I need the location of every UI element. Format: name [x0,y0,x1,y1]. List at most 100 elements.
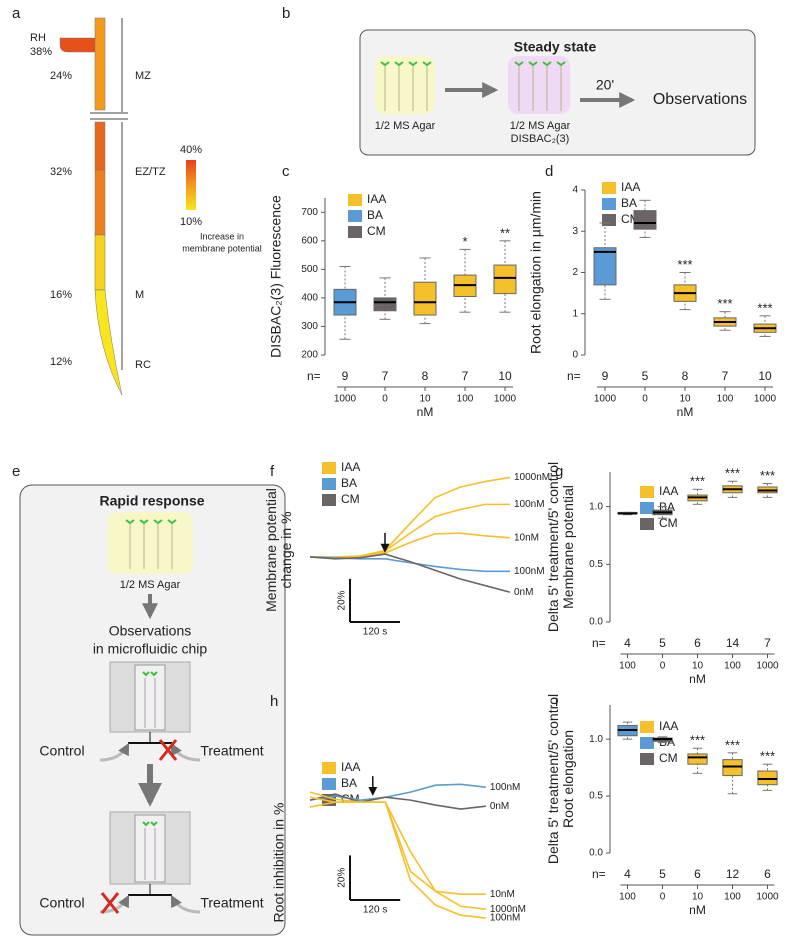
significance: *** [725,466,740,481]
y-tick-label: 500 [301,264,318,275]
legend-swatch [602,214,616,226]
label: Treatment [200,895,263,911]
y-tick-label: 2 [572,267,578,278]
legend-label: IAA [621,180,640,194]
root-hair [59,37,96,53]
x-tick-label: 1000 [494,394,517,405]
label: 32% [50,166,72,178]
box [633,210,657,230]
box [722,759,743,777]
y-axis-label: Membrane potential [263,488,279,612]
significance: *** [690,733,705,748]
legend-label: CM [659,516,678,530]
legend-label: BA [367,208,383,222]
n-value: 5 [659,867,666,881]
x-tick-label: 100 [724,892,741,903]
significance: * [462,234,467,249]
series-line [309,503,510,559]
x-tick-label: 1000 [334,394,357,405]
scale-label: 20% [337,590,348,610]
scale-label: 120 s [363,627,387,638]
plate [508,56,570,114]
n-value: 4 [624,867,631,881]
legend-swatch [348,210,362,222]
n-value: 5 [642,369,649,383]
legend-swatch [602,182,616,194]
legend-label: IAA [341,460,360,474]
n-value: 6 [694,867,701,881]
y-tick-label: 1.0 [589,501,603,512]
x-tick-label: 0 [660,661,666,672]
significance: *** [677,257,692,272]
color-scale [186,160,196,210]
n-label: n= [307,369,321,383]
y-tick-label: 4 [572,185,578,196]
series-label: 1000nM [490,904,526,915]
n-value: 10 [758,369,772,383]
label: MZ [135,70,151,82]
scale-label: 120 s [363,905,387,916]
chip [99,661,201,762]
legend-swatch [640,721,654,733]
x-axis-label: nM [689,903,706,917]
series-line [309,783,486,801]
x-tick-label: 100 [724,661,741,672]
series-label: 100nM [514,499,545,510]
n-value: 7 [722,369,729,383]
legend-label: IAA [367,192,386,206]
label: 1/2 MS Agar [375,120,436,132]
significance: ** [500,225,510,240]
x-axis-label: nM [677,405,694,419]
panel-letter: b [282,5,290,22]
n-value: 7 [462,369,469,383]
panel-letter: h [270,693,278,710]
n-value: 8 [682,369,689,383]
x-tick-label: 1000 [756,661,779,672]
series-line [309,791,486,919]
y-tick-label: 600 [301,235,318,246]
n-value: 12 [726,867,740,881]
legend-swatch [640,737,654,749]
panel-letter: f [270,463,275,480]
series-line [309,793,486,810]
y-tick-label: 1 [572,308,578,319]
y-axis-label: change in % [278,511,294,588]
x-tick-label: 10 [679,394,691,405]
chip [99,811,201,914]
x-tick-label: 1000 [754,394,777,405]
zone-ez [94,121,106,171]
x-axis-label: nM [689,672,706,686]
n-label: n= [592,636,606,650]
box [593,247,617,286]
label: RC [135,359,151,371]
y-axis-label: Membrane potential [560,485,576,609]
significance: *** [690,474,705,489]
y-tick-label: 200 [301,350,318,361]
y-tick-label: 3 [572,226,578,237]
panel-letter: g [555,463,563,480]
scale-label: 10% [180,216,202,228]
label: Observations [653,91,747,108]
n-value: 9 [342,369,349,383]
y-tick-label: 400 [301,293,318,304]
label: 16% [50,289,72,301]
y-tick-label: 0.5 [589,791,603,802]
n-value: 4 [624,636,631,650]
scale-label: 20% [337,868,348,888]
series-label: 1000nM [514,472,550,483]
y-axis-label: Delta 5' treatment/5' control [545,462,561,632]
plate [375,56,435,114]
legend-label: BA [621,196,637,210]
label: Treatment [200,743,263,759]
y-axis-label: DISBAC₂(3) Fluorescence [268,195,284,358]
n-value: 5 [659,636,666,650]
y-tick-label: 700 [301,207,318,218]
series-line [309,553,511,594]
legend-label: BA [341,776,357,790]
y-axis-label: Root inhibition in % [271,803,287,923]
x-tick-label: 100 [619,661,636,672]
label: EZ/TZ [135,166,166,178]
legend-swatch [348,194,362,206]
x-tick-label: 0 [660,892,666,903]
